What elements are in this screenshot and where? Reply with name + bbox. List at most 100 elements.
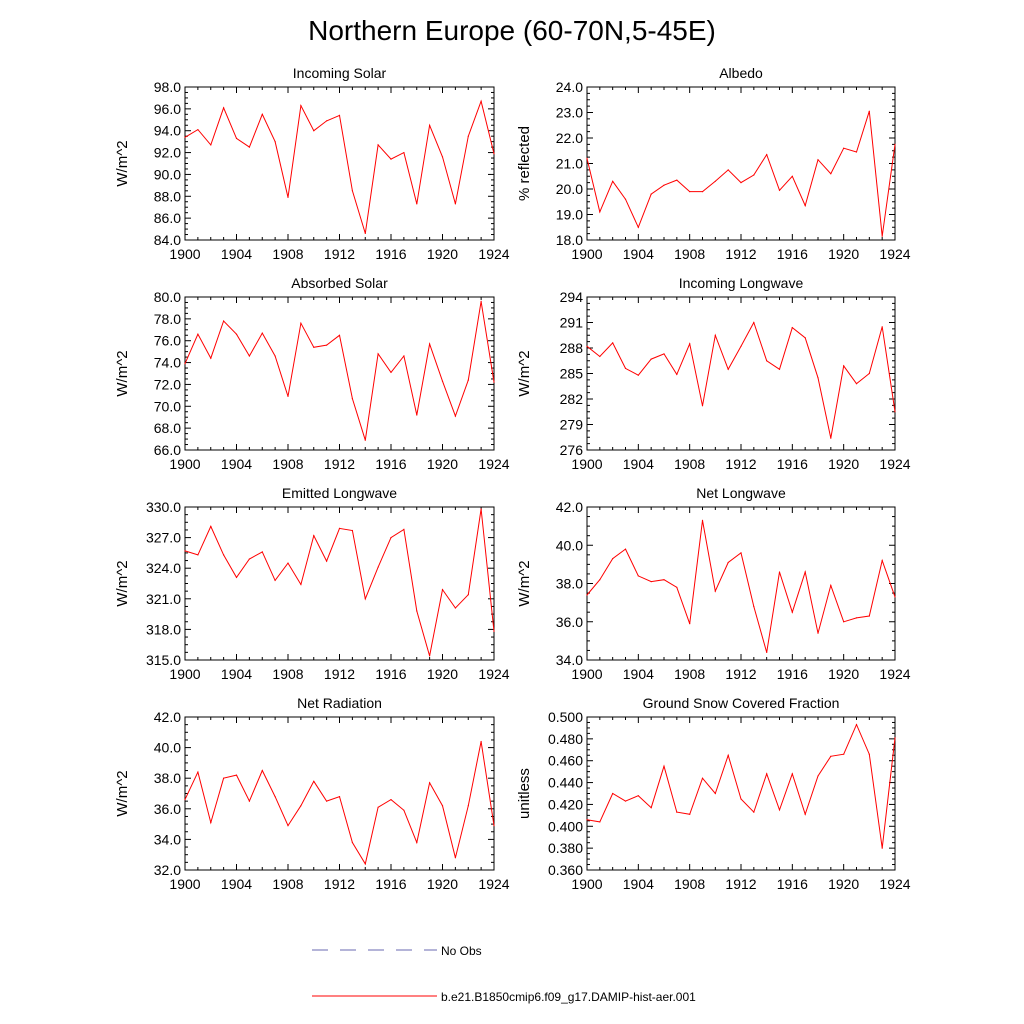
data-point xyxy=(753,605,755,608)
data-point xyxy=(663,765,665,767)
plot-frame xyxy=(184,716,495,871)
x-tick-label: 1924 xyxy=(879,666,910,682)
data-point xyxy=(663,184,665,186)
data-point xyxy=(416,414,418,416)
y-tick-label: 279 xyxy=(560,417,584,433)
x-tick-label: 1908 xyxy=(272,876,303,892)
legend: No Obs b.e21.B1850cmip6.f09_g17.DAMIP-hi… xyxy=(312,944,696,1004)
data-point xyxy=(586,594,588,596)
data-point xyxy=(881,326,883,328)
data-point xyxy=(197,333,199,335)
data-point xyxy=(637,374,639,376)
data-point xyxy=(184,363,186,365)
data-point xyxy=(868,615,870,617)
y-tick-label: 98.0 xyxy=(154,79,181,95)
x-tick-label: 1924 xyxy=(478,456,509,472)
data-point xyxy=(650,581,652,583)
data-point xyxy=(727,561,729,564)
y-tick-label: 36.0 xyxy=(154,801,181,817)
y-axis-label: W/m^2 xyxy=(516,560,533,606)
data-point xyxy=(480,100,482,102)
data-point xyxy=(843,365,845,367)
data-point xyxy=(377,144,379,146)
x-tick-label: 1900 xyxy=(571,876,602,892)
data-point xyxy=(791,773,793,775)
plot-frame xyxy=(184,506,495,661)
data-point xyxy=(689,813,691,815)
data-point xyxy=(778,189,781,191)
y-tick-label: 70.0 xyxy=(154,398,181,414)
data-point xyxy=(274,141,276,143)
x-tick-label: 1908 xyxy=(674,456,705,472)
data-point xyxy=(364,439,366,441)
y-tick-label: 0.400 xyxy=(548,818,583,834)
data-point xyxy=(586,819,588,821)
panel-title: Net Radiation xyxy=(297,695,382,711)
data-point xyxy=(235,333,238,335)
y-tick-label: 36.0 xyxy=(556,614,583,630)
y-tick-label: 96.0 xyxy=(154,101,181,117)
data-point xyxy=(868,372,870,375)
x-tick-label: 1920 xyxy=(828,876,859,892)
data-point xyxy=(454,203,456,205)
data-point xyxy=(804,205,806,207)
y-tick-label: 34.0 xyxy=(556,652,583,668)
data-point xyxy=(351,841,353,844)
y-tick-label: 0.360 xyxy=(548,862,583,878)
data-point xyxy=(894,737,896,739)
data-point xyxy=(804,813,806,815)
data-point xyxy=(766,154,768,156)
data-point xyxy=(881,559,883,562)
data-point xyxy=(714,180,716,182)
series-line xyxy=(586,723,896,849)
x-tick-label: 1908 xyxy=(674,666,705,682)
data-point xyxy=(881,235,883,237)
panel-6: Net Longwave W/m^2 34.0 36.0 38.0 40.0 42.0 190… xyxy=(516,485,911,682)
data-point xyxy=(676,179,678,181)
data-point xyxy=(261,113,263,115)
y-tick-label: 330.0 xyxy=(146,499,181,515)
y-axis-label: W/m^2 xyxy=(114,770,131,816)
x-tick-label: 1912 xyxy=(725,246,756,262)
data-point xyxy=(184,136,186,138)
y-tick-label: 291 xyxy=(560,315,584,331)
data-point xyxy=(727,754,729,756)
plot-frame xyxy=(184,296,495,451)
y-tick-label: 0.480 xyxy=(548,731,583,747)
data-point xyxy=(830,755,832,757)
panel-1: Incoming Solar W/m^2 84.0 86.0 88.0 90.0 92.0 9… xyxy=(114,65,510,262)
data-point xyxy=(791,175,793,177)
data-point xyxy=(300,322,302,324)
data-point xyxy=(197,554,199,556)
panel-title: Net Longwave xyxy=(696,485,786,501)
data-point xyxy=(300,583,302,586)
x-tick-label: 1912 xyxy=(725,876,756,892)
data-point xyxy=(843,753,845,755)
data-point xyxy=(855,151,858,153)
x-tick-label: 1900 xyxy=(169,246,200,262)
data-point xyxy=(817,377,819,379)
data-point xyxy=(300,105,302,107)
data-point xyxy=(740,345,742,347)
data-point xyxy=(894,143,896,145)
data-point xyxy=(868,753,870,755)
x-tick-label: 1924 xyxy=(478,666,509,682)
data-point xyxy=(390,799,392,801)
data-point xyxy=(855,383,858,385)
panel-5: Emitted Longwave W/m^2 315.0 318.0 321.0 324.… xyxy=(114,485,510,682)
data-point xyxy=(377,353,379,355)
series-line xyxy=(184,301,495,441)
y-tick-label: 21.0 xyxy=(556,156,583,172)
data-point xyxy=(493,381,495,383)
data-point xyxy=(235,137,238,139)
y-tick-label: 282 xyxy=(560,391,584,407)
data-point xyxy=(843,147,845,149)
y-tick-label: 72.0 xyxy=(154,376,181,392)
series-line xyxy=(586,111,896,237)
data-point xyxy=(235,774,238,776)
data-point xyxy=(235,576,238,579)
data-point xyxy=(817,775,819,777)
data-point xyxy=(364,863,366,865)
y-tick-label: 24.0 xyxy=(556,79,583,95)
data-point xyxy=(377,566,379,568)
